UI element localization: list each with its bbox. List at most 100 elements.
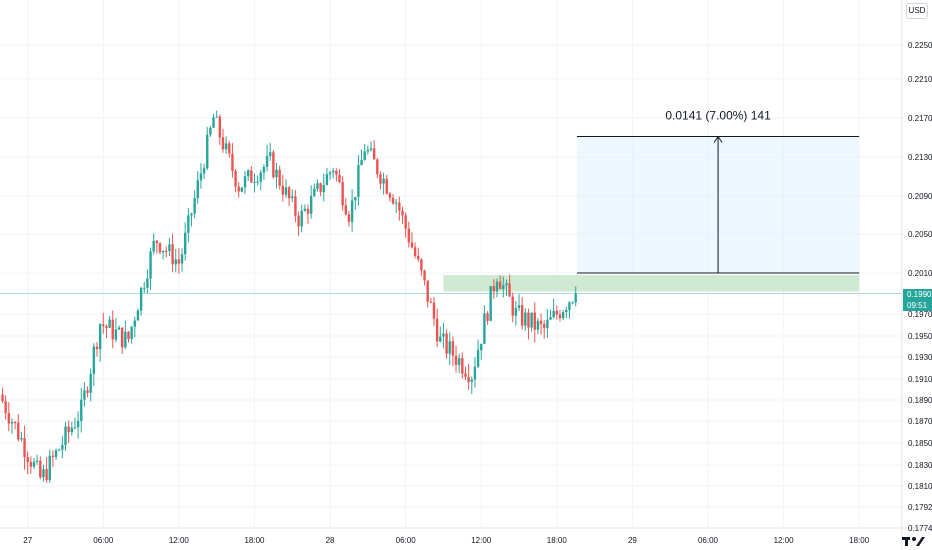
candle — [319, 182, 322, 197]
y-tick-label: 0.1970 — [908, 310, 932, 319]
x-tick-label: 28 — [326, 536, 335, 545]
candle — [480, 343, 483, 360]
candle — [442, 322, 445, 349]
x-tick-label: 29 — [628, 536, 637, 545]
candle — [354, 196, 357, 210]
candle — [64, 422, 67, 451]
candle — [341, 176, 344, 211]
candle — [39, 456, 42, 480]
candle — [467, 363, 470, 390]
candle — [224, 136, 228, 154]
candle — [183, 222, 187, 261]
candle — [256, 175, 259, 186]
candle — [432, 297, 436, 326]
candle — [316, 179, 319, 192]
candle — [571, 301, 574, 305]
x-tick-label: 18:00 — [849, 536, 870, 545]
candle — [344, 198, 348, 216]
candle — [495, 278, 499, 298]
y-tick-label: 0.1774 — [908, 524, 932, 533]
candle — [61, 436, 64, 459]
candle — [287, 185, 291, 207]
candle — [303, 204, 307, 212]
candle — [294, 189, 297, 223]
candle — [127, 331, 130, 343]
candle — [206, 126, 209, 171]
candle — [180, 248, 184, 272]
candle — [32, 458, 36, 469]
x-tick-label: 18:00 — [244, 536, 265, 545]
candle — [401, 206, 404, 224]
y-tick-label: 0.1810 — [908, 482, 932, 491]
candle — [372, 140, 376, 160]
candle — [492, 279, 496, 299]
candle — [391, 193, 395, 205]
currency-label: USD — [908, 6, 926, 15]
y-tick-label: 0.2130 — [908, 153, 932, 162]
tradingview-logo[interactable] — [902, 534, 928, 548]
measure-arrow-icon — [713, 135, 723, 273]
candle — [133, 316, 136, 338]
candle — [4, 395, 7, 420]
candle — [73, 417, 77, 430]
candle — [76, 411, 80, 439]
candle — [552, 298, 555, 319]
candle — [388, 191, 392, 202]
x-tick-label: 06:00 — [396, 536, 417, 545]
candle — [102, 312, 105, 334]
y-tick-label: 0.1950 — [908, 332, 932, 341]
candle — [51, 450, 55, 467]
y-tick-label: 0.1890 — [908, 396, 932, 405]
candle — [574, 286, 577, 307]
candle — [309, 185, 313, 219]
candle — [253, 173, 256, 193]
candle — [139, 286, 143, 316]
candle — [284, 179, 288, 198]
candle — [152, 233, 155, 255]
candle — [565, 306, 568, 319]
candle — [26, 451, 29, 475]
candle — [10, 418, 14, 434]
candle — [498, 275, 502, 290]
candle — [269, 142, 272, 161]
candle — [228, 141, 231, 158]
candle — [105, 324, 108, 339]
candle — [322, 173, 325, 202]
candle — [413, 242, 417, 259]
candle — [464, 366, 467, 380]
candle — [313, 183, 316, 198]
candle — [92, 343, 96, 387]
candle — [385, 174, 388, 195]
candle — [454, 345, 458, 373]
candle — [240, 187, 244, 193]
candle — [108, 316, 111, 329]
price-badge: 0.1990 09:51 — [903, 289, 932, 311]
support-zone[interactable] — [443, 275, 860, 292]
candle — [524, 308, 527, 331]
candle — [451, 336, 455, 367]
candle — [549, 309, 552, 321]
candle — [470, 376, 473, 395]
candle — [332, 168, 335, 179]
currency-badge[interactable]: USD — [906, 3, 928, 19]
candle — [423, 269, 426, 286]
candle — [366, 145, 370, 155]
x-tick-label: 06:00 — [698, 536, 719, 545]
candle — [80, 388, 83, 433]
candle — [155, 239, 159, 254]
candle — [86, 386, 89, 398]
x-tick-label: 12:00 — [471, 536, 492, 545]
candle — [420, 258, 423, 276]
candle — [558, 309, 562, 322]
candle — [98, 323, 102, 362]
candle — [1, 387, 4, 403]
candle — [291, 189, 294, 202]
x-tick-label: 18:00 — [547, 536, 568, 545]
candle — [146, 269, 149, 294]
candle — [165, 246, 168, 258]
x-tick-label: 27 — [23, 536, 32, 545]
candle — [508, 274, 511, 297]
